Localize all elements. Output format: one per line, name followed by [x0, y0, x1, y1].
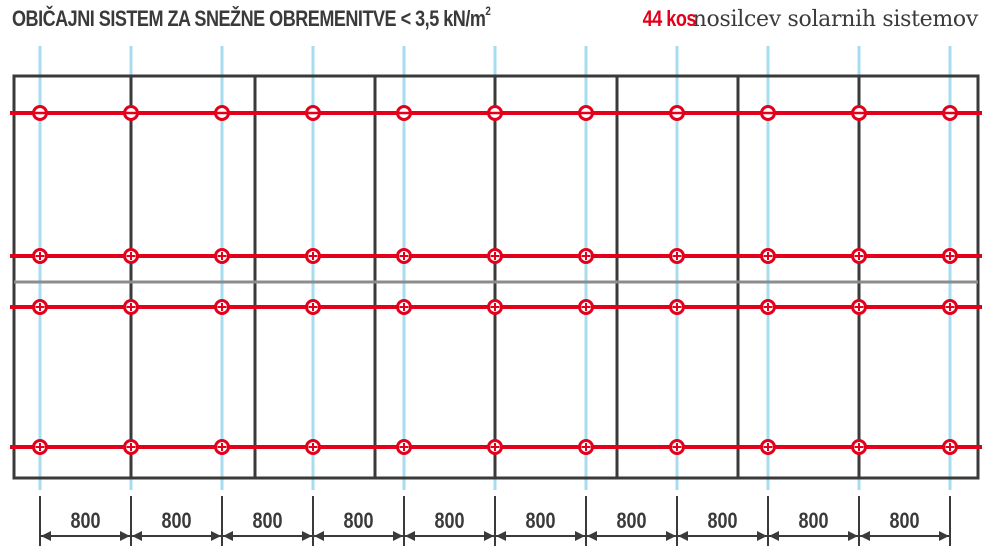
dimension-arrow: [939, 531, 949, 541]
title-text: OBIČAJNI SISTEM ZA SNEŽNE OBREMENITVE < …: [12, 6, 486, 31]
dimension-arrow: [666, 531, 676, 541]
dimension-arrow: [496, 531, 506, 541]
dimension-lines: 800 800 800 800 800 800 800 800 800 800: [39, 496, 951, 546]
dimension-label: 800: [616, 509, 646, 533]
dimension-arrow: [41, 531, 51, 541]
dimension-arrow: [120, 531, 130, 541]
dimension-arrow: [587, 531, 597, 541]
support-count-caption: 44 kos nosilcev solarnih sistemov: [631, 6, 978, 32]
dimension-arrow: [211, 531, 221, 541]
support-count: 44 kos: [642, 6, 697, 31]
support-count-description: nosilcev solarnih sistemov: [692, 7, 979, 32]
diagram-title: OBIČAJNI SISTEM ZA SNEŽNE OBREMENITVE < …: [12, 4, 491, 32]
dimension-arrow: [223, 531, 233, 541]
dimension-arrow: [302, 531, 312, 541]
dimension-label: 800: [889, 509, 919, 533]
dimension-arrow: [757, 531, 767, 541]
dimension-label: 800: [525, 509, 555, 533]
dimension-label: 800: [70, 509, 100, 533]
dimension-arrow: [769, 531, 779, 541]
dimension-arrow: [393, 531, 403, 541]
dimension-label: 800: [343, 509, 373, 533]
dimension-arrow: [314, 531, 324, 541]
support-points: [32, 105, 958, 455]
dimension-label: 800: [707, 509, 737, 533]
dimension-arrow: [860, 531, 870, 541]
dimension-label: 800: [798, 509, 828, 533]
dimension-arrow: [484, 531, 494, 541]
dimension-label: 800: [434, 509, 464, 533]
dimension-arrow: [848, 531, 858, 541]
dimension-label: 800: [252, 509, 282, 533]
panel-grid: [12, 74, 980, 480]
title-superscript: 2: [485, 4, 491, 18]
dimension-label: 800: [161, 509, 191, 533]
dimension-arrow: [405, 531, 415, 541]
dimension-arrow: [575, 531, 585, 541]
dimension-arrow: [678, 531, 688, 541]
dimension-arrow: [132, 531, 142, 541]
